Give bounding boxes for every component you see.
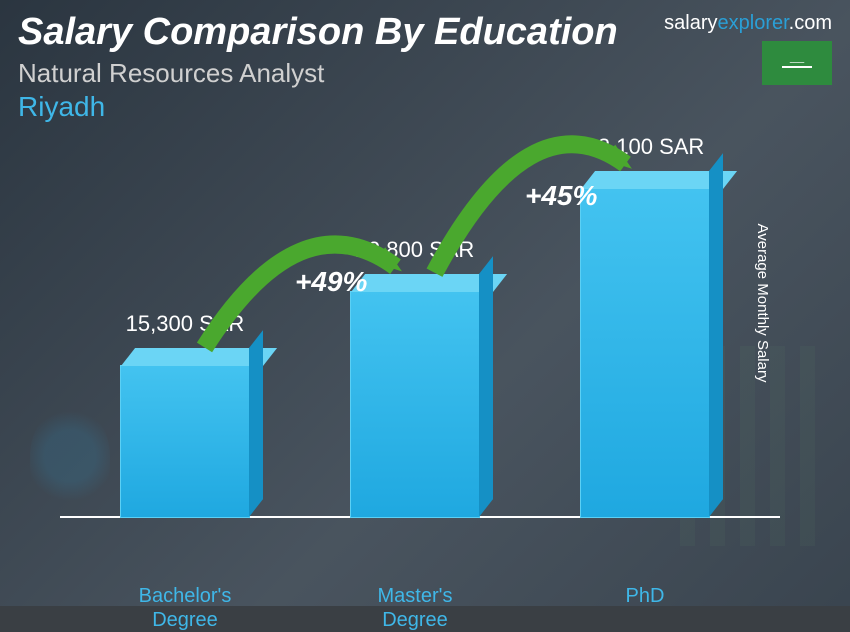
chart-location: Riyadh — [18, 91, 618, 123]
chart-subtitle: Natural Resources Analyst — [18, 58, 618, 89]
bar — [580, 188, 710, 518]
chart-area: 15,300 SARBachelor'sDegree22,800 SARMast… — [60, 118, 780, 578]
site-part3: .com — [789, 12, 832, 34]
saudi-flag-svg: ـــــــ — [772, 53, 822, 73]
branding: salaryexplorer.com ـــــــ — [664, 12, 832, 85]
y-axis-label: Average Monthly Salary — [754, 224, 771, 383]
bar-value: 33,100 SAR — [586, 134, 705, 160]
flag-icon: ـــــــ — [762, 41, 832, 85]
bar-label: Master'sDegree — [378, 584, 453, 632]
site-name: salaryexplorer.com — [664, 12, 832, 35]
bar-value: 22,800 SAR — [356, 237, 475, 263]
increase-pct-label: +49% — [295, 266, 367, 298]
bar-label: Bachelor'sDegree — [139, 584, 232, 632]
increase-pct-label: +45% — [525, 180, 597, 212]
site-part1: salary — [664, 12, 717, 34]
header: Salary Comparison By Education Natural R… — [18, 12, 618, 123]
site-part2: explorer — [718, 12, 789, 34]
bar — [350, 291, 480, 518]
svg-text:ـــــــ: ـــــــ — [789, 58, 805, 65]
bar — [120, 365, 250, 518]
bar-value: 15,300 SAR — [126, 311, 245, 337]
bar-label: PhD — [626, 584, 665, 608]
chart-title: Salary Comparison By Education — [18, 12, 618, 54]
